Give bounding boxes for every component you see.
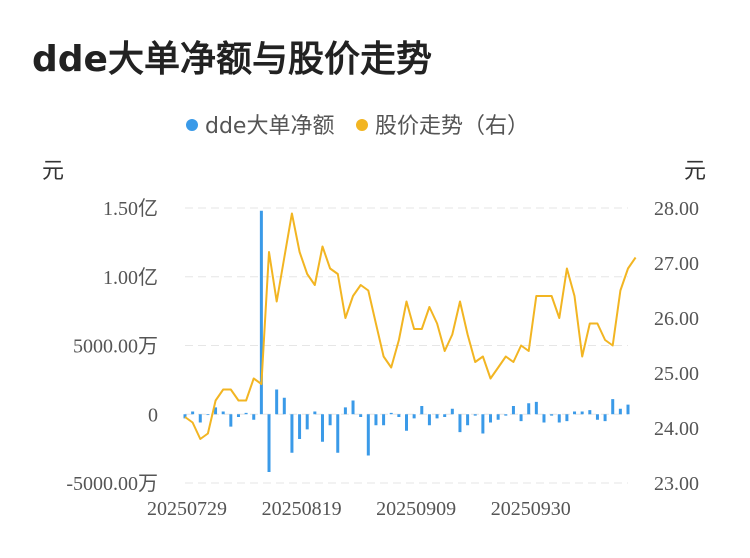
bar	[351, 400, 355, 415]
chart-title: dde大单净额与股价走势	[32, 39, 432, 80]
bar	[183, 414, 187, 419]
bar	[229, 414, 233, 427]
bar	[527, 403, 531, 415]
bar	[573, 411, 577, 415]
legend-label-price: 股价走势（右）	[375, 114, 529, 139]
bar	[481, 414, 485, 434]
left-axis-ticks: -5000.00万 0 5000.00万 1.00亿 1.50亿	[66, 197, 158, 495]
bar	[565, 414, 569, 422]
x-axis-ticks: 20250729 20250819 20250909 20250930	[147, 498, 571, 520]
bar	[320, 414, 324, 442]
bar	[466, 414, 470, 426]
bar	[557, 414, 561, 423]
right-tick-label: 24.00	[654, 418, 699, 440]
bar	[435, 414, 439, 419]
right-tick-label: 28.00	[654, 198, 699, 220]
bar	[611, 399, 615, 415]
price-line	[184, 212, 637, 440]
bar	[580, 411, 584, 415]
bar	[343, 407, 347, 415]
bar	[206, 414, 210, 416]
bar	[397, 414, 401, 417]
bar	[290, 414, 294, 453]
bar	[511, 406, 515, 415]
x-tick-label: 20250909	[376, 498, 456, 520]
bar	[405, 414, 408, 431]
bar	[450, 408, 454, 415]
bar	[458, 414, 462, 433]
bar	[473, 414, 477, 416]
left-axis-unit: 元	[42, 159, 64, 184]
bar	[374, 414, 378, 426]
bar	[328, 414, 332, 426]
bar	[603, 414, 607, 422]
bar	[282, 397, 286, 415]
left-tick-label: 0	[148, 404, 158, 426]
bar	[504, 414, 508, 416]
legend: dde大单净额 股价走势（右）	[186, 114, 529, 139]
right-axis-ticks: 23.00 24.00 25.00 26.00 27.00 28.00	[654, 198, 699, 495]
bar	[267, 414, 271, 472]
bar	[595, 414, 599, 420]
bar	[382, 414, 386, 426]
bar	[489, 414, 493, 423]
bar	[427, 414, 431, 426]
bar	[412, 414, 416, 419]
bar	[336, 414, 340, 453]
bar	[588, 410, 592, 415]
left-tick-label: 5000.00万	[73, 336, 158, 358]
bar	[366, 414, 370, 456]
x-tick-label: 20250930	[491, 498, 571, 520]
bar	[542, 414, 546, 423]
legend-marker-price	[356, 119, 368, 131]
bar	[259, 210, 263, 415]
right-tick-label: 23.00	[654, 473, 699, 495]
bar	[298, 414, 302, 439]
bar	[252, 414, 256, 420]
bar	[313, 411, 317, 415]
bar	[496, 414, 500, 420]
bar	[534, 401, 538, 415]
left-tick-label: -5000.00万	[66, 473, 158, 495]
legend-label-dde: dde大单净额	[205, 114, 334, 139]
bar	[359, 414, 363, 417]
bar	[236, 414, 240, 417]
left-tick-label: 1.50亿	[103, 197, 158, 220]
left-tick-label: 1.00亿	[103, 266, 158, 289]
x-tick-label: 20250729	[147, 498, 227, 520]
right-tick-label: 25.00	[654, 363, 699, 385]
bar	[198, 414, 202, 423]
right-tick-label: 26.00	[654, 308, 699, 330]
bar	[244, 412, 248, 415]
bar	[618, 408, 622, 415]
bar	[420, 406, 424, 415]
legend-marker-dde	[186, 119, 198, 131]
bar	[519, 414, 523, 422]
bar	[214, 407, 218, 415]
bar	[221, 411, 225, 415]
bar	[626, 404, 630, 415]
bar	[305, 414, 309, 430]
bar-series	[183, 210, 630, 472]
right-axis-unit: 元	[684, 159, 706, 184]
line-series	[184, 212, 637, 440]
bar	[443, 414, 447, 417]
grid	[185, 207, 628, 484]
x-tick-label: 20250819	[262, 498, 342, 520]
bar	[550, 414, 554, 416]
right-tick-label: 27.00	[654, 253, 699, 275]
bar	[275, 389, 279, 415]
bar	[389, 412, 393, 415]
bar	[191, 411, 195, 415]
